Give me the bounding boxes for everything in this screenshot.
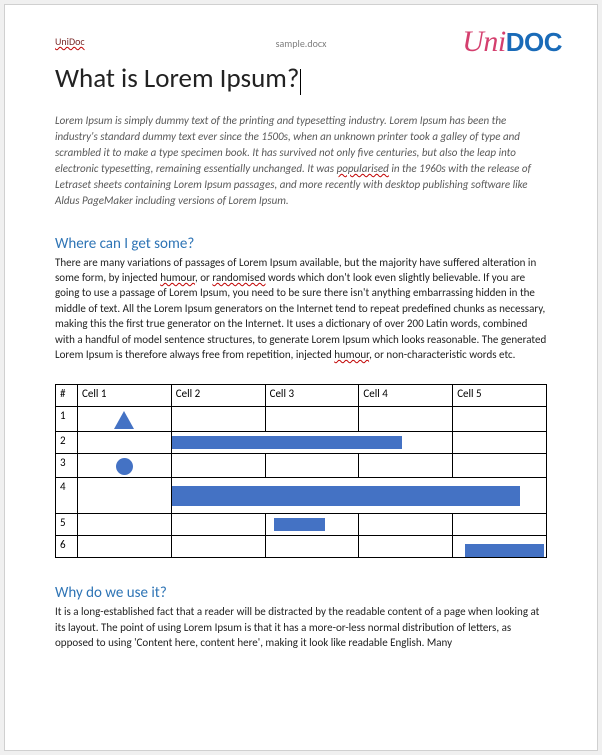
cell [171, 514, 265, 536]
table-row: 3 [56, 454, 547, 478]
triangle-icon [114, 411, 134, 429]
cell [78, 432, 172, 454]
section2-heading: Why do we use it? [55, 584, 547, 602]
logo-uni-text: Uni [462, 25, 506, 58]
intro-squiggle-word: popularised [337, 162, 389, 175]
cell-bar [171, 432, 452, 454]
circle-icon [116, 458, 133, 475]
cell [453, 514, 547, 536]
cell [78, 454, 172, 478]
cell [359, 407, 453, 432]
cell [453, 432, 547, 454]
header-filename: sample.docx [276, 37, 327, 50]
table-row: 2 [56, 432, 547, 454]
cell [78, 407, 172, 432]
cell [453, 407, 547, 432]
row-num: 4 [56, 478, 78, 514]
intro-paragraph: Lorem Ipsum is simply dummy text of the … [55, 113, 547, 209]
header-left-label: UniDoc [55, 35, 85, 48]
cell [78, 514, 172, 536]
section1-body: There are many variations of passages of… [55, 255, 547, 363]
table-col-4: Cell 4 [359, 385, 453, 407]
cell [171, 407, 265, 432]
s1-sq2: randomised [212, 271, 265, 284]
data-table: # Cell 1 Cell 2 Cell 3 Cell 4 Cell 5 1 2… [55, 384, 547, 558]
table-header-row: # Cell 1 Cell 2 Cell 3 Cell 4 Cell 5 [56, 385, 547, 407]
section1-heading: Where can I get some? [55, 235, 547, 253]
table-col-3: Cell 3 [265, 385, 359, 407]
cell [265, 407, 359, 432]
bar-shape [274, 518, 325, 531]
row-num: 2 [56, 432, 78, 454]
cell [78, 478, 172, 514]
bar-shape [172, 486, 520, 506]
cell-bar [171, 478, 546, 514]
s1-t2: , or [195, 271, 212, 284]
cell [171, 454, 265, 478]
table-col-5: Cell 5 [453, 385, 547, 407]
table-row: 6 [56, 536, 547, 558]
cell [453, 454, 547, 478]
bar-shape [172, 436, 402, 449]
table-row: 1 [56, 407, 547, 432]
table-col-2: Cell 2 [171, 385, 265, 407]
document-title[interactable]: What is Lorem Ipsum? [55, 62, 547, 95]
logo: UniDOC [462, 25, 562, 59]
cell [359, 514, 453, 536]
cell [359, 536, 453, 558]
cell [265, 536, 359, 558]
s1-t4: , or non-characteristic words etc. [369, 348, 515, 361]
row-num: 3 [56, 454, 78, 478]
cell [359, 454, 453, 478]
bar-shape [465, 544, 544, 557]
cell [171, 536, 265, 558]
table-row: 5 [56, 514, 547, 536]
document-page: UniDoc sample.docx UniDOC What is Lorem … [4, 4, 598, 751]
s1-sq1: humour [160, 271, 195, 284]
row-num: 1 [56, 407, 78, 432]
cell-bar [453, 536, 547, 558]
logo-doc-text: DOC [506, 27, 562, 57]
table-col-1: Cell 1 [78, 385, 172, 407]
cell-bar [265, 514, 359, 536]
row-num: 5 [56, 514, 78, 536]
table-row: 4 [56, 478, 547, 514]
s1-sq3: humour [334, 348, 369, 361]
table-col-0: # [56, 385, 78, 407]
row-num: 6 [56, 536, 78, 558]
cell [78, 536, 172, 558]
section2-body: It is a long-established fact that a rea… [55, 604, 547, 650]
cell [265, 454, 359, 478]
